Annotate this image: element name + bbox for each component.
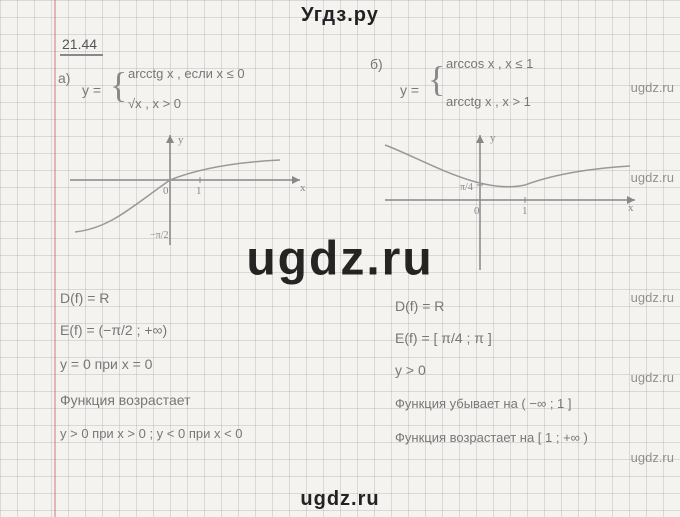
label-b: б) [370, 56, 383, 72]
site-footer: ugdz.ru [0, 488, 680, 511]
func-prefix-b: y = [400, 82, 419, 98]
range-a: E(f) = (−π/2 ; +∞) [60, 322, 167, 338]
sign-b: y > 0 [395, 362, 426, 378]
site-header: Угдз.ру [0, 4, 680, 27]
brace-b: { [428, 58, 445, 100]
graph-a [60, 130, 320, 260]
label-a: а) [58, 70, 70, 86]
yt-b: π/4 [460, 182, 473, 193]
negyt-a: −π/2 [150, 230, 168, 241]
brace-a: { [110, 64, 127, 106]
ylabel-a: y [178, 134, 184, 146]
domain-b: D(f) = R [395, 298, 444, 314]
func-prefix-a: y = [82, 82, 101, 98]
xlabel-b: x [628, 202, 634, 214]
graph-b [380, 130, 650, 280]
ylabel-b: y [490, 132, 496, 144]
notebook-margin-line [54, 0, 56, 517]
piece1-b: arccos x , x ≤ 1 [446, 56, 533, 71]
origin-a: 0 [163, 185, 169, 197]
mono1-b: Функция убывает на ( −∞ ; 1 ] [395, 396, 572, 411]
zero-a: y = 0 при x = 0 [60, 356, 152, 372]
origin-b: 0 [474, 205, 480, 217]
mono-a: Функция возрастает [60, 392, 190, 408]
sign-a: y > 0 при x > 0 ; y < 0 при x < 0 [60, 426, 243, 441]
domain-a: D(f) = R [60, 290, 109, 306]
piece2-b: arcctg x , x > 1 [446, 94, 531, 109]
tickx-a: 1 [196, 185, 202, 197]
problem-number: 21.44 [60, 36, 103, 52]
mono2-b: Функция возрастает на [ 1 ; +∞ ) [395, 430, 588, 445]
xlabel-a: x [300, 182, 306, 194]
piece2-a: √x , x > 0 [128, 96, 181, 111]
piece1-a: arcctg x , если x ≤ 0 [128, 66, 245, 81]
range-b: E(f) = [ π/4 ; π ] [395, 330, 492, 346]
tickx-b: 1 [522, 205, 528, 217]
